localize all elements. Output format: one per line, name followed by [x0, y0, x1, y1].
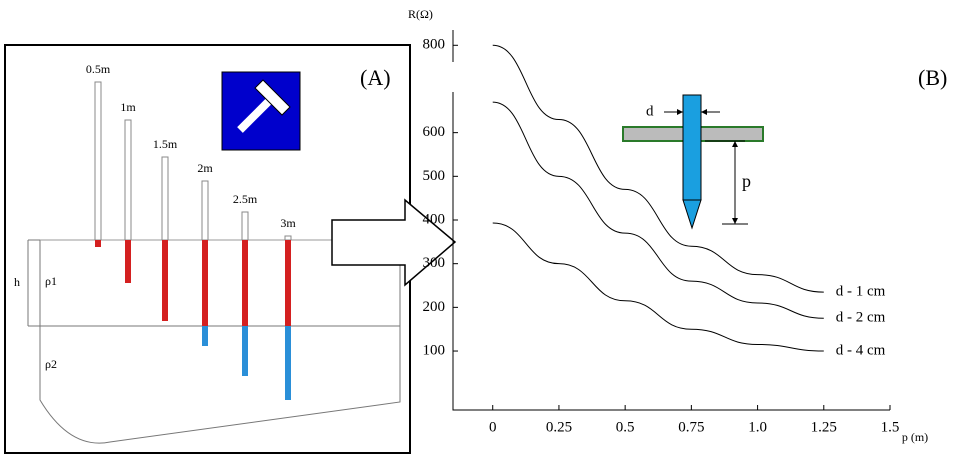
rod — [94, 81, 102, 241]
series-line — [492, 44, 824, 293]
panel-label: (B) — [918, 65, 947, 90]
x-tick-label: 0 — [489, 419, 497, 435]
arrow — [331, 198, 457, 287]
series-label: d - 2 cm — [836, 310, 886, 326]
inset-label: p — [742, 171, 751, 191]
axes — [452, 30, 890, 411]
rod — [124, 119, 132, 241]
series-line — [492, 101, 824, 319]
rod-label: 0.5m — [86, 62, 111, 76]
rod-label: 1.5m — [153, 137, 178, 151]
rod — [202, 240, 208, 326]
h-label: h — [14, 275, 20, 289]
h-bracket — [27, 239, 40, 327]
x-tick-label: 0.25 — [546, 419, 572, 435]
rod-label: 3m — [280, 216, 296, 230]
x-axis-label: p (m) — [902, 430, 928, 444]
layer-label: ρ1 — [45, 274, 57, 288]
rod — [95, 240, 101, 247]
series-label: d - 1 cm — [836, 284, 886, 300]
inset-label: d — [646, 103, 654, 119]
rod — [285, 240, 291, 326]
x-tick-label: 1.0 — [748, 419, 767, 435]
layer-label: ρ2 — [45, 357, 57, 371]
y-tick-label: 300 — [423, 255, 446, 271]
y-tick-label: 800 — [423, 37, 446, 53]
rod-label: 2m — [197, 161, 213, 175]
y-axis-label: R(Ω) — [408, 7, 433, 21]
series-label: d - 4 cm — [836, 342, 886, 358]
x-tick-label: 0.75 — [678, 419, 704, 435]
rod — [242, 240, 248, 326]
x-tick-label: 0.5 — [616, 419, 635, 435]
x-tick-label: 1.5 — [881, 419, 900, 435]
panel-label: (A) — [360, 65, 391, 90]
rod — [242, 326, 248, 376]
hammer — [237, 79, 291, 133]
y-tick-label: 600 — [423, 124, 446, 140]
series-line — [492, 222, 824, 352]
rod-label: 1m — [120, 100, 136, 114]
x-tick-label: 1.25 — [811, 419, 837, 435]
rod-label: 2.5m — [233, 192, 258, 206]
inset — [622, 94, 764, 230]
y-tick-label: 100 — [423, 342, 446, 358]
rod — [284, 235, 292, 241]
rod — [285, 326, 291, 400]
y-tick-label: 500 — [423, 168, 446, 184]
rod — [202, 326, 208, 346]
rod — [241, 211, 249, 241]
rod — [201, 180, 209, 241]
rod — [125, 240, 131, 283]
rod — [162, 240, 168, 321]
y-tick-label: 200 — [423, 299, 446, 315]
rod — [161, 156, 169, 241]
y-tick-label: 400 — [423, 211, 446, 227]
soil — [39, 239, 401, 444]
